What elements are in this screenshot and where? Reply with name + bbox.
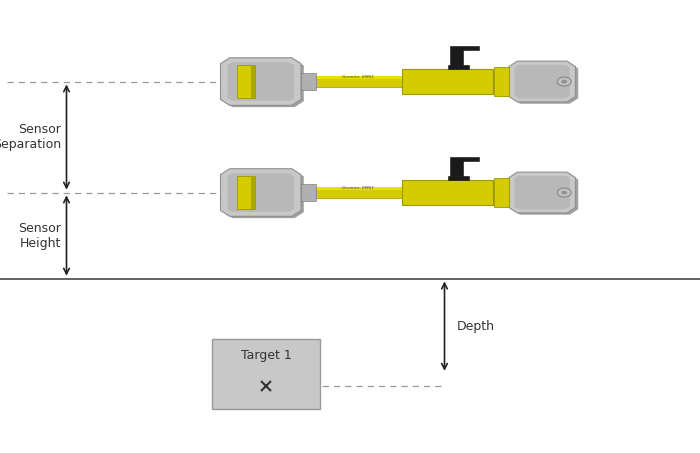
Polygon shape (512, 63, 578, 104)
Bar (237, 65, 256, 98)
Bar (450, 158, 463, 177)
Bar (251, 65, 256, 98)
Bar (316, 76, 402, 87)
Bar (251, 176, 256, 209)
Text: Geonics  EM61: Geonics EM61 (342, 75, 375, 79)
Polygon shape (509, 172, 575, 213)
Bar (494, 67, 509, 96)
Bar (448, 66, 469, 69)
Polygon shape (509, 61, 575, 102)
Circle shape (557, 77, 571, 86)
Bar (316, 76, 402, 79)
Bar (316, 187, 402, 198)
Bar (402, 69, 493, 94)
Bar (211, 338, 321, 409)
Text: Geonics  EM61: Geonics EM61 (342, 186, 375, 190)
Polygon shape (220, 58, 301, 105)
Polygon shape (514, 65, 570, 98)
Bar (463, 47, 480, 50)
Bar (494, 178, 509, 207)
Polygon shape (220, 169, 301, 217)
Polygon shape (228, 173, 294, 212)
Polygon shape (228, 63, 294, 101)
Text: Sensor
Height: Sensor Height (18, 222, 61, 250)
Bar (301, 73, 316, 90)
Text: Depth: Depth (457, 320, 495, 333)
Circle shape (561, 191, 567, 194)
Bar (301, 184, 316, 201)
Circle shape (561, 80, 567, 83)
Polygon shape (514, 176, 570, 209)
Text: Target 1: Target 1 (241, 349, 291, 362)
Bar (237, 176, 256, 209)
Polygon shape (223, 171, 304, 218)
Bar (463, 158, 480, 161)
Polygon shape (223, 60, 304, 107)
Text: Sensor
Separation: Sensor Separation (0, 123, 61, 151)
Bar (448, 177, 469, 180)
Polygon shape (512, 174, 578, 215)
Bar (316, 187, 402, 190)
Bar (450, 47, 463, 66)
Bar (402, 180, 493, 205)
Circle shape (557, 188, 571, 197)
